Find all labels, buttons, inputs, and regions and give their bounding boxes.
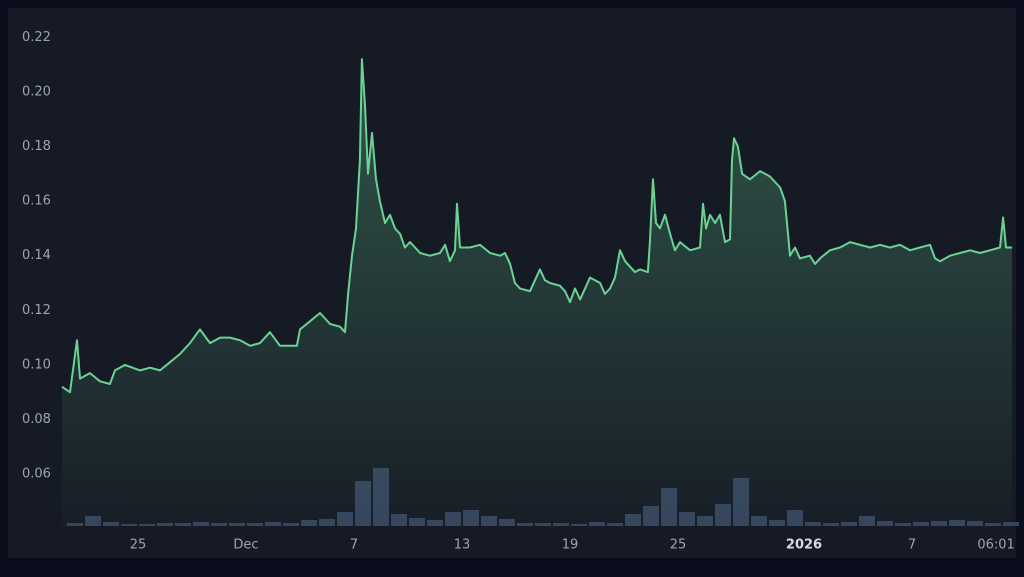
price-area [62, 59, 1013, 526]
x-tick-label: Dec [233, 538, 258, 553]
x-tick-label: 25 [670, 538, 687, 553]
y-tick-label: 0.06 [22, 467, 51, 482]
x-tick-label: 19 [562, 538, 579, 553]
x-tick-label: 06:01 [977, 538, 1014, 553]
y-tick-label: 0.20 [22, 84, 51, 99]
y-tick-label: 0.16 [22, 194, 51, 209]
y-tick-label: 0.12 [22, 303, 51, 318]
x-tick-label: 7 [350, 538, 358, 553]
x-tick-label: 7 [908, 538, 916, 553]
y-tick-label: 0.22 [22, 30, 51, 45]
y-tick-label: 0.08 [22, 412, 51, 427]
y-tick-label: 0.10 [22, 357, 51, 372]
y-tick-label: 0.18 [22, 139, 51, 154]
x-tick-label: 2026 [786, 538, 822, 553]
price-line [61, 58, 1013, 394]
x-tick-label: 13 [454, 538, 471, 553]
y-tick-label: 0.14 [22, 248, 51, 263]
x-tick-label: 25 [130, 538, 147, 553]
